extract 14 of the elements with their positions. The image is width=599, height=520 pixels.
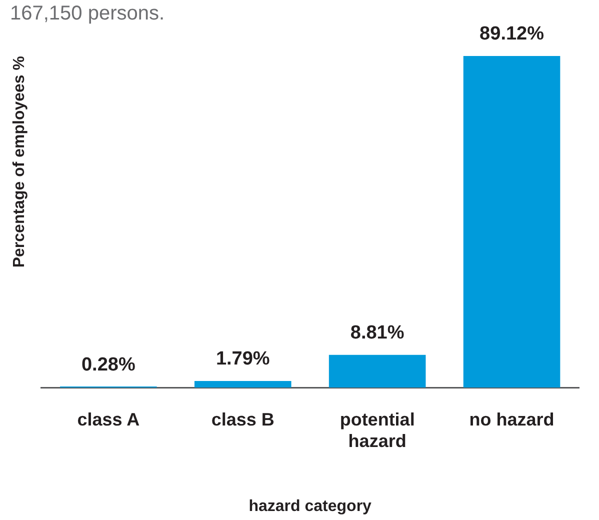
data-label: 89.12% [480,24,544,45]
data-label: 8.81% [350,322,404,344]
bar [328,354,426,388]
x-tick-label: class B [211,409,274,430]
data-label: 0.28% [81,354,136,376]
x-tick-label: no hazard [469,409,554,430]
x-axis-title: hazard category [248,498,372,515]
y-axis-title: Percentage of employees % [11,56,28,268]
x-tick-label: potential hazard [340,409,415,451]
x-tick-label: class A [77,409,140,430]
data-label: 1.79% [216,348,270,370]
bar [194,380,292,388]
chart-subtitle: 167,150 persons. [10,2,165,25]
bar [463,56,560,388]
